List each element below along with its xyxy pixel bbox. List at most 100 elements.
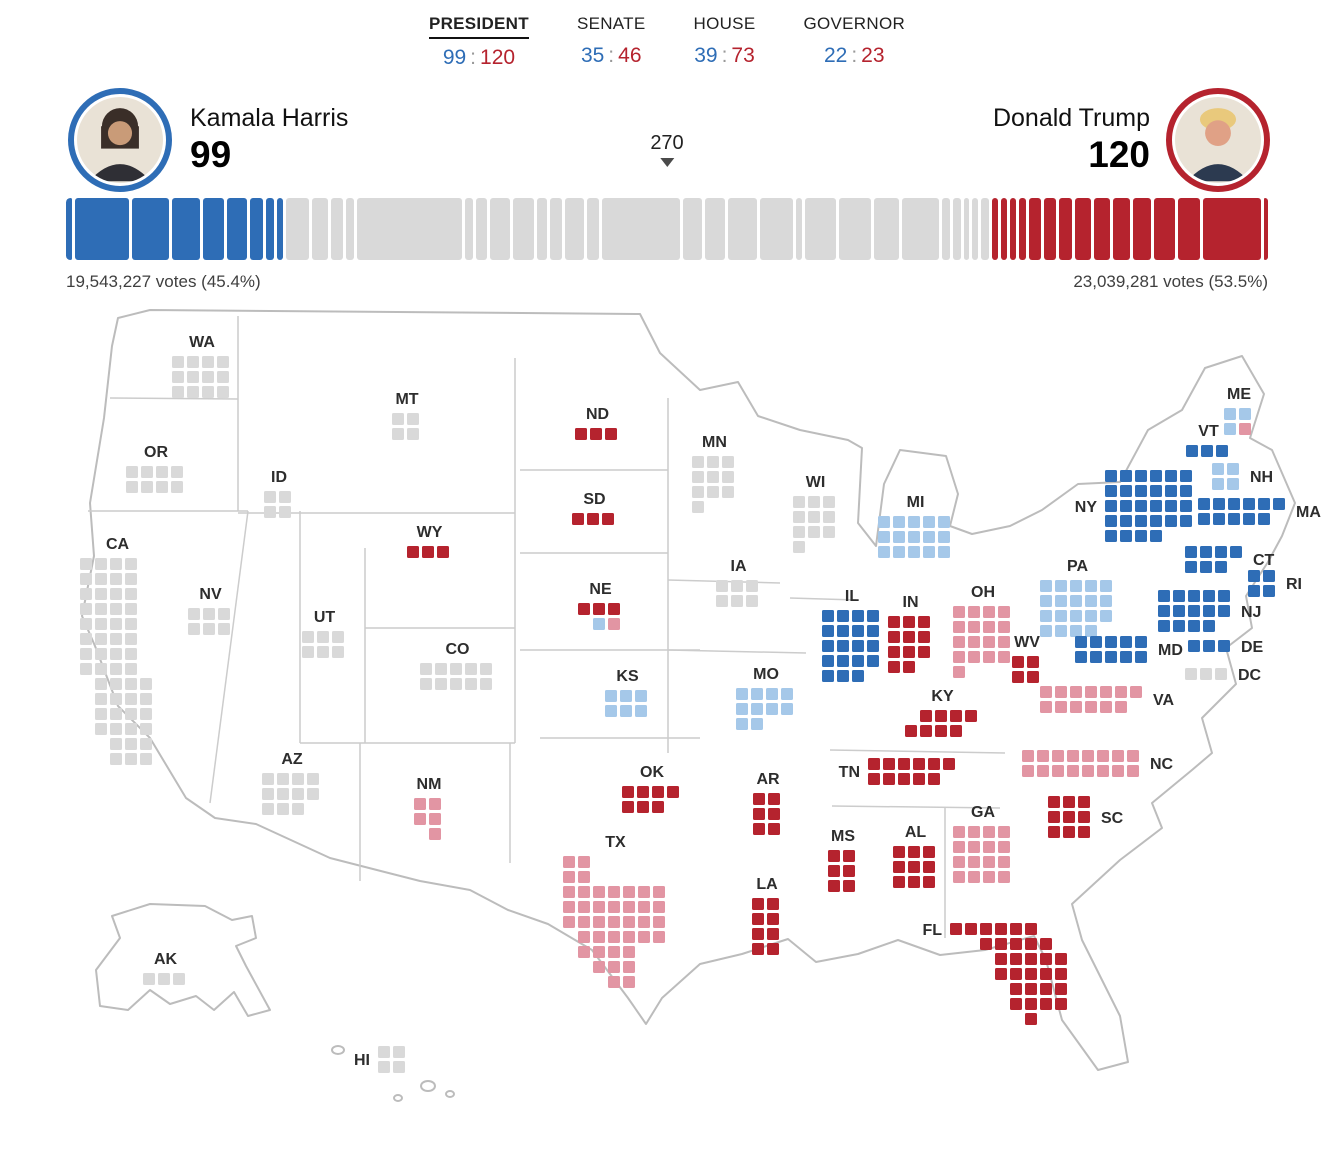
state-de[interactable]: DE [1188, 639, 1263, 656]
ev-segment-uncalled[interactable] [464, 198, 473, 260]
ev-segment-uncalled[interactable] [286, 198, 310, 260]
state-nh[interactable]: NH [1212, 463, 1273, 493]
state-la[interactable]: LA [752, 876, 782, 958]
state-va[interactable]: VA [1040, 686, 1174, 716]
state-id[interactable]: ID [264, 469, 294, 521]
tab-president[interactable]: PRESIDENT 99:120 [428, 14, 529, 78]
state-ut[interactable]: UT [302, 609, 347, 661]
state-ok[interactable]: OK [622, 764, 682, 816]
ev-segment-dem[interactable] [74, 198, 130, 260]
ev-segment-uncalled[interactable] [760, 198, 794, 260]
ev-segment-dem[interactable] [172, 198, 200, 260]
state-nd[interactable]: ND [575, 406, 620, 443]
state-ar[interactable]: AR [753, 771, 783, 838]
state-nm[interactable]: NM [414, 776, 444, 843]
state-mt[interactable]: MT [392, 391, 422, 443]
tab-senate[interactable]: SENATE 35:46 [577, 14, 646, 78]
state-il[interactable]: IL [822, 588, 882, 685]
ev-segment-uncalled[interactable] [550, 198, 562, 260]
state-hi[interactable]: HI [354, 1046, 408, 1076]
ev-segment-uncalled[interactable] [705, 198, 725, 260]
state-ks[interactable]: KS [605, 668, 650, 720]
state-mn[interactable]: MN [692, 434, 737, 516]
state-wv[interactable]: WV [1012, 634, 1042, 686]
ev-segment-uncalled[interactable] [331, 198, 343, 260]
ev-segment-rep[interactable] [1058, 198, 1073, 260]
state-nv[interactable]: NV [188, 586, 233, 638]
ev-segment-dem[interactable] [249, 198, 264, 260]
ev-segment-dem[interactable] [66, 198, 72, 260]
ev-segment-uncalled[interactable] [682, 198, 703, 260]
ev-segment-rep[interactable] [1264, 198, 1269, 260]
ev-segment-dem[interactable] [277, 198, 284, 260]
ev-segment-dem[interactable] [202, 198, 225, 260]
state-ga[interactable]: GA [953, 804, 1013, 886]
ev-segment-rep[interactable] [1133, 198, 1151, 260]
ev-segment-uncalled[interactable] [873, 198, 899, 260]
state-mi[interactable]: MI [878, 494, 953, 561]
state-ct[interactable]: CT [1185, 546, 1274, 576]
ev-segment-rep[interactable] [1075, 198, 1092, 260]
state-az[interactable]: AZ [262, 751, 322, 818]
state-wi[interactable]: WI [793, 474, 838, 556]
state-ne[interactable]: NE [578, 581, 623, 633]
state-nc[interactable]: NC [1022, 750, 1173, 780]
ev-segment-dem[interactable] [132, 198, 170, 260]
ev-segment-rep[interactable] [1094, 198, 1110, 260]
ev-segment-rep[interactable] [1044, 198, 1056, 260]
ev-segment-uncalled[interactable] [356, 198, 462, 260]
ev-segment-rep[interactable] [1009, 198, 1016, 260]
state-fl[interactable]: FL [922, 922, 1070, 1028]
tab-governor[interactable]: GOVERNOR 22:23 [803, 14, 905, 78]
state-pa[interactable]: PA [1040, 558, 1115, 640]
ev-segment-uncalled[interactable] [963, 198, 970, 260]
ev-segment-rep[interactable] [1202, 198, 1262, 260]
state-ca[interactable]: CA [80, 536, 155, 768]
ev-segment-uncalled[interactable] [512, 198, 535, 260]
state-ak[interactable]: AK [143, 951, 188, 988]
ev-segment-uncalled[interactable] [727, 198, 758, 260]
ev-segment-rep[interactable] [1029, 198, 1042, 260]
state-tn[interactable]: TN [839, 758, 958, 788]
ev-segment-rep[interactable] [1153, 198, 1176, 260]
ev-segment-dem[interactable] [227, 198, 247, 260]
ev-segment-rep[interactable] [1112, 198, 1131, 260]
state-mo[interactable]: MO [736, 666, 796, 733]
ev-segment-rep[interactable] [1178, 198, 1200, 260]
ev-segment-rep[interactable] [1018, 198, 1027, 260]
state-nj[interactable]: NJ [1158, 590, 1261, 635]
ev-segment-uncalled[interactable] [839, 198, 871, 260]
state-oh[interactable]: OH [953, 584, 1013, 681]
ev-segment-rep[interactable] [1000, 198, 1007, 260]
state-dc[interactable]: DC [1185, 667, 1261, 684]
ev-segment-uncalled[interactable] [901, 198, 939, 260]
state-ky[interactable]: KY [905, 688, 980, 740]
ev-segment-rep[interactable] [992, 198, 998, 260]
ev-segment-uncalled[interactable] [345, 198, 354, 260]
state-md[interactable]: MD [1075, 636, 1183, 666]
state-tx[interactable]: TX [563, 834, 668, 991]
state-co[interactable]: CO [420, 641, 495, 693]
tab-house[interactable]: HOUSE 39:73 [694, 14, 756, 78]
ev-segment-uncalled[interactable] [564, 198, 585, 260]
state-ia[interactable]: IA [716, 558, 761, 610]
ev-segment-uncalled[interactable] [312, 198, 329, 260]
state-wa[interactable]: WA [172, 334, 232, 401]
ev-segment-uncalled[interactable] [952, 198, 961, 260]
ev-segment-uncalled[interactable] [537, 198, 548, 260]
state-ri[interactable]: RI [1248, 570, 1302, 600]
state-ms[interactable]: MS [828, 828, 858, 895]
ev-segment-uncalled[interactable] [475, 198, 488, 260]
state-or[interactable]: OR [126, 444, 186, 496]
ev-segment-uncalled[interactable] [981, 198, 990, 260]
state-ma[interactable]: MA [1198, 498, 1321, 528]
ev-segment-uncalled[interactable] [587, 198, 599, 260]
ev-segment-uncalled[interactable] [490, 198, 510, 260]
state-ny[interactable]: NY [1075, 470, 1195, 545]
state-vt[interactable]: VT [1186, 423, 1231, 460]
ev-segment-uncalled[interactable] [796, 198, 803, 260]
state-in[interactable]: IN [888, 594, 933, 676]
state-al[interactable]: AL [893, 824, 938, 891]
state-me[interactable]: ME [1224, 386, 1254, 438]
ev-segment-uncalled[interactable] [601, 198, 680, 260]
